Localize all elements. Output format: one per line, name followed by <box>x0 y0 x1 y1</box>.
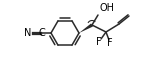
Polygon shape <box>79 23 93 33</box>
Text: C: C <box>39 28 45 38</box>
Text: F: F <box>96 37 102 47</box>
Text: OH: OH <box>99 3 114 13</box>
Text: F: F <box>107 38 113 48</box>
Text: N: N <box>24 28 31 38</box>
